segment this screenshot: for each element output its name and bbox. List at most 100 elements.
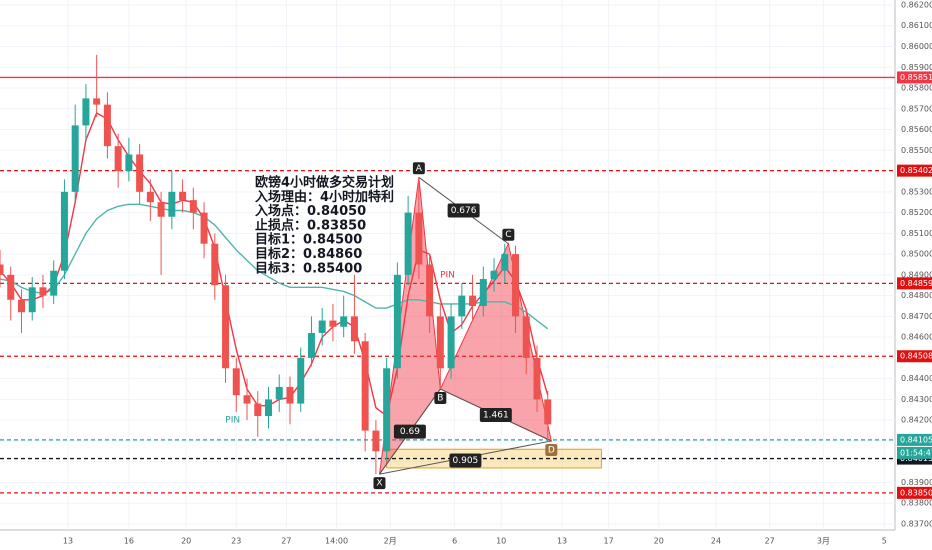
x-tick-label: 6 [452, 537, 457, 546]
candle-body [28, 287, 36, 313]
y-tick-label: 0.84700 [901, 312, 932, 321]
ratio-label: 0.676 [451, 206, 477, 216]
y-tick-label: 0.86000 [901, 42, 932, 51]
annotation-line: 目标2：0.84860 [255, 246, 362, 262]
candle-body [372, 430, 380, 452]
y-tick-label: 0.85000 [901, 250, 932, 259]
x-tick-label: 5 [882, 537, 887, 546]
ratio-label: 1.461 [483, 410, 509, 420]
x-tick-label: 13 [557, 537, 567, 546]
y-tick-label: 0.85600 [901, 125, 932, 134]
x-tick-label: 27 [281, 537, 291, 546]
candle-body [426, 264, 434, 317]
x-tick-label: 14:00 [325, 537, 348, 546]
candle-body [286, 386, 294, 404]
y-tick-label: 0.83700 [901, 519, 932, 528]
candle-body [114, 146, 122, 172]
candle-body [479, 279, 487, 307]
candle-body [136, 154, 144, 192]
x-tick-label: 10 [496, 537, 506, 546]
y-tick-label: 0.84400 [901, 374, 932, 383]
candle-body [350, 316, 358, 342]
annotation-line: 入场理由：4小时加特利 [255, 189, 394, 205]
x-tick-label: 20 [181, 537, 191, 546]
level-label-box [897, 350, 932, 363]
candle-body [275, 386, 283, 400]
candle-body [436, 316, 444, 369]
level-label: 0.84859 [900, 279, 932, 288]
y-tick-label: 0.85500 [901, 146, 932, 155]
y-tick-label: 0.84200 [901, 416, 932, 425]
y-tick-label: 0.84600 [901, 333, 932, 342]
candle-body [93, 98, 101, 105]
y-tick-label: 0.85100 [901, 229, 932, 238]
level-label: 0.84105 [900, 435, 932, 444]
candle-body [60, 191, 68, 271]
pattern-point-label: A [416, 164, 423, 174]
candle-body [307, 332, 315, 358]
candle-body [103, 104, 111, 147]
level-label: 0.83850 [900, 488, 932, 497]
x-tick-label: 13 [63, 537, 73, 546]
candle-body [447, 316, 455, 369]
candle-body [533, 357, 541, 400]
candle-body [222, 285, 230, 369]
ratio-box [479, 407, 512, 422]
ratio-box [449, 453, 482, 468]
pin-label: PIN [440, 270, 455, 280]
candle-body [179, 191, 187, 201]
x-tick-label: 16 [124, 537, 134, 546]
candle-body [340, 316, 348, 327]
level-label-box [897, 277, 932, 290]
candle-body [0, 264, 4, 275]
candle-body [329, 320, 337, 327]
y-tick-label: 0.84800 [901, 291, 932, 300]
candle-body [125, 154, 133, 172]
candle-body [82, 98, 90, 126]
x-tick-label: 23 [231, 537, 241, 546]
y-tick-label: 0.86200 [901, 0, 932, 9]
x-tick-label: 17 [604, 537, 614, 546]
level-label: 0.85402 [900, 166, 932, 175]
y-tick-label: 0.85700 [901, 104, 932, 113]
annotation-line: 目标1：0.84500 [255, 232, 362, 248]
y-tick-label: 0.85900 [901, 63, 932, 72]
annotation-line: 目标3：0.85400 [255, 260, 362, 276]
x-tick-label: 2月 [384, 537, 397, 546]
candle-body [243, 395, 251, 404]
candle-body [458, 295, 466, 317]
annotation-line: 欧镑4小时做多交易计划 [255, 175, 394, 191]
candle-body [501, 254, 509, 271]
x-tick-label: 3月 [817, 537, 830, 546]
countdown: 01:54:47 [900, 448, 932, 457]
candle-body [512, 254, 520, 317]
candle-body [71, 125, 79, 192]
pattern-point-label: C [505, 230, 511, 240]
pattern-point-box [502, 228, 515, 241]
ratio-label: 0.905 [453, 456, 479, 466]
candle-body [39, 287, 47, 296]
level-label: 0.84508 [900, 352, 932, 361]
candle-body [415, 212, 423, 265]
y-tick-label: 0.83900 [901, 478, 932, 487]
ratio-label: 0.69 [400, 427, 420, 437]
pattern-point-box [412, 162, 425, 175]
candle-body [157, 202, 165, 217]
y-tick-label: 0.84900 [901, 270, 932, 279]
ratio-box [393, 424, 426, 439]
y-tick-label: 0.83800 [901, 499, 932, 508]
y-tick-label: 0.85800 [901, 84, 932, 93]
x-tick-label: 20 [654, 537, 664, 546]
pattern-point-box [545, 443, 558, 456]
moving-average [0, 203, 549, 330]
y-tick-label: 0.85300 [901, 187, 932, 196]
candle-body [544, 399, 552, 425]
candle-body [211, 243, 219, 286]
pin-label: PIN [225, 416, 240, 426]
candle-body [232, 368, 240, 396]
pattern-point-label: D [548, 445, 555, 455]
candle-body [297, 357, 305, 404]
candle-body [50, 270, 58, 296]
candle-body [146, 191, 154, 203]
